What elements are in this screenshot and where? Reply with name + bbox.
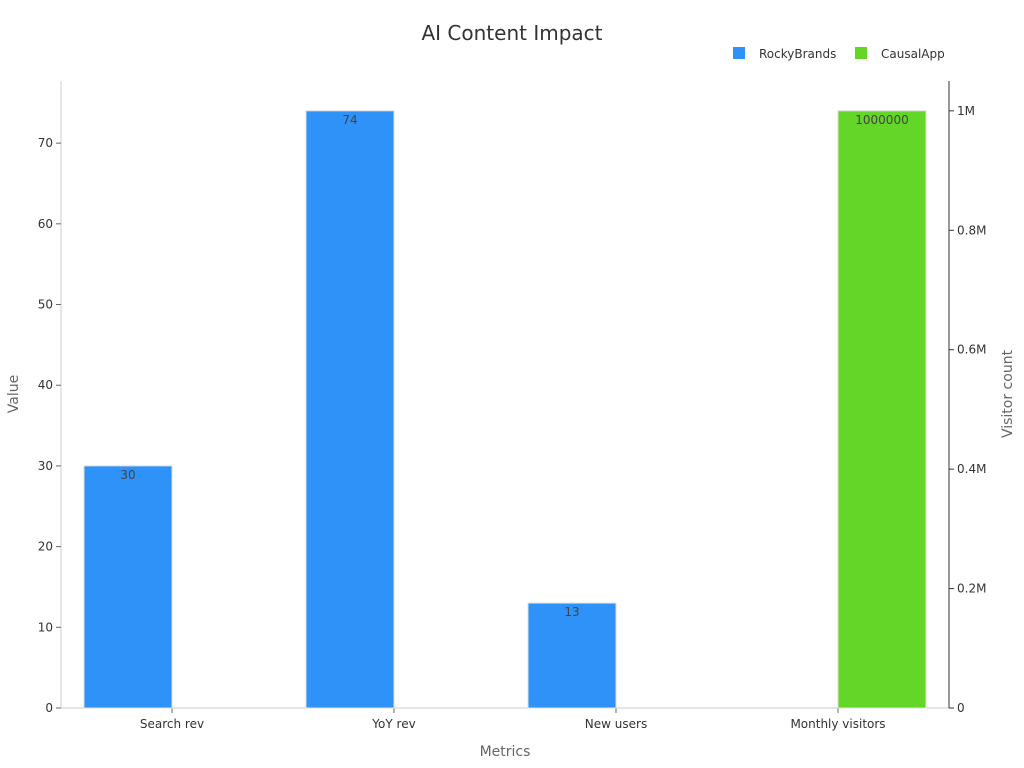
x-axis-title: Metrics [480,744,531,760]
y2-tick-label: 0.4M [957,462,986,476]
y-tick-label: 50 [38,298,53,312]
y2-axis-title: Visitor count [1000,349,1016,438]
y-tick-label: 20 [38,540,53,554]
x-tick-label: Search rev [140,717,204,731]
bar [527,602,617,709]
y2-tick-label: 0 [957,701,965,715]
data-label: 74 [342,113,357,127]
plot-area: 0 10 20 30 40 50 60 70 0 0.2M 0.4M 0.6M 0.8M 1M Search… [38,81,986,731]
x-tick-label: New users [585,717,647,731]
legend: RockyBrands CausalApp [733,47,945,61]
x-tick-label: Monthly visitors [790,717,885,731]
y2-tick-label: 1M [957,104,975,118]
legend-swatch [733,47,745,59]
bar [305,110,395,709]
chart-title: AI Content Impact [421,21,602,45]
legend-swatch [855,47,867,59]
y-tick-label: 70 [38,136,53,150]
data-label: 1000000 [855,113,908,127]
y-tick-label: 40 [38,378,53,392]
y-axis-title: Value [6,375,22,413]
legend-label: RockyBrands [759,47,836,61]
y-tick-label: 0 [45,701,53,715]
y2-tick-label: 0.2M [957,582,986,596]
data-label: 13 [564,605,579,619]
y-tick-label: 30 [38,459,53,473]
legend-label: CausalApp [881,47,945,61]
y-tick-label: 60 [38,217,53,231]
data-label: 30 [120,468,135,482]
bar [83,465,173,709]
y2-tick-label: 0.6M [957,343,986,357]
x-tick-label: YoY rev [371,717,415,731]
bar [837,110,927,709]
y2-tick-label: 0.8M [957,223,986,237]
y-tick-label: 10 [38,620,53,634]
